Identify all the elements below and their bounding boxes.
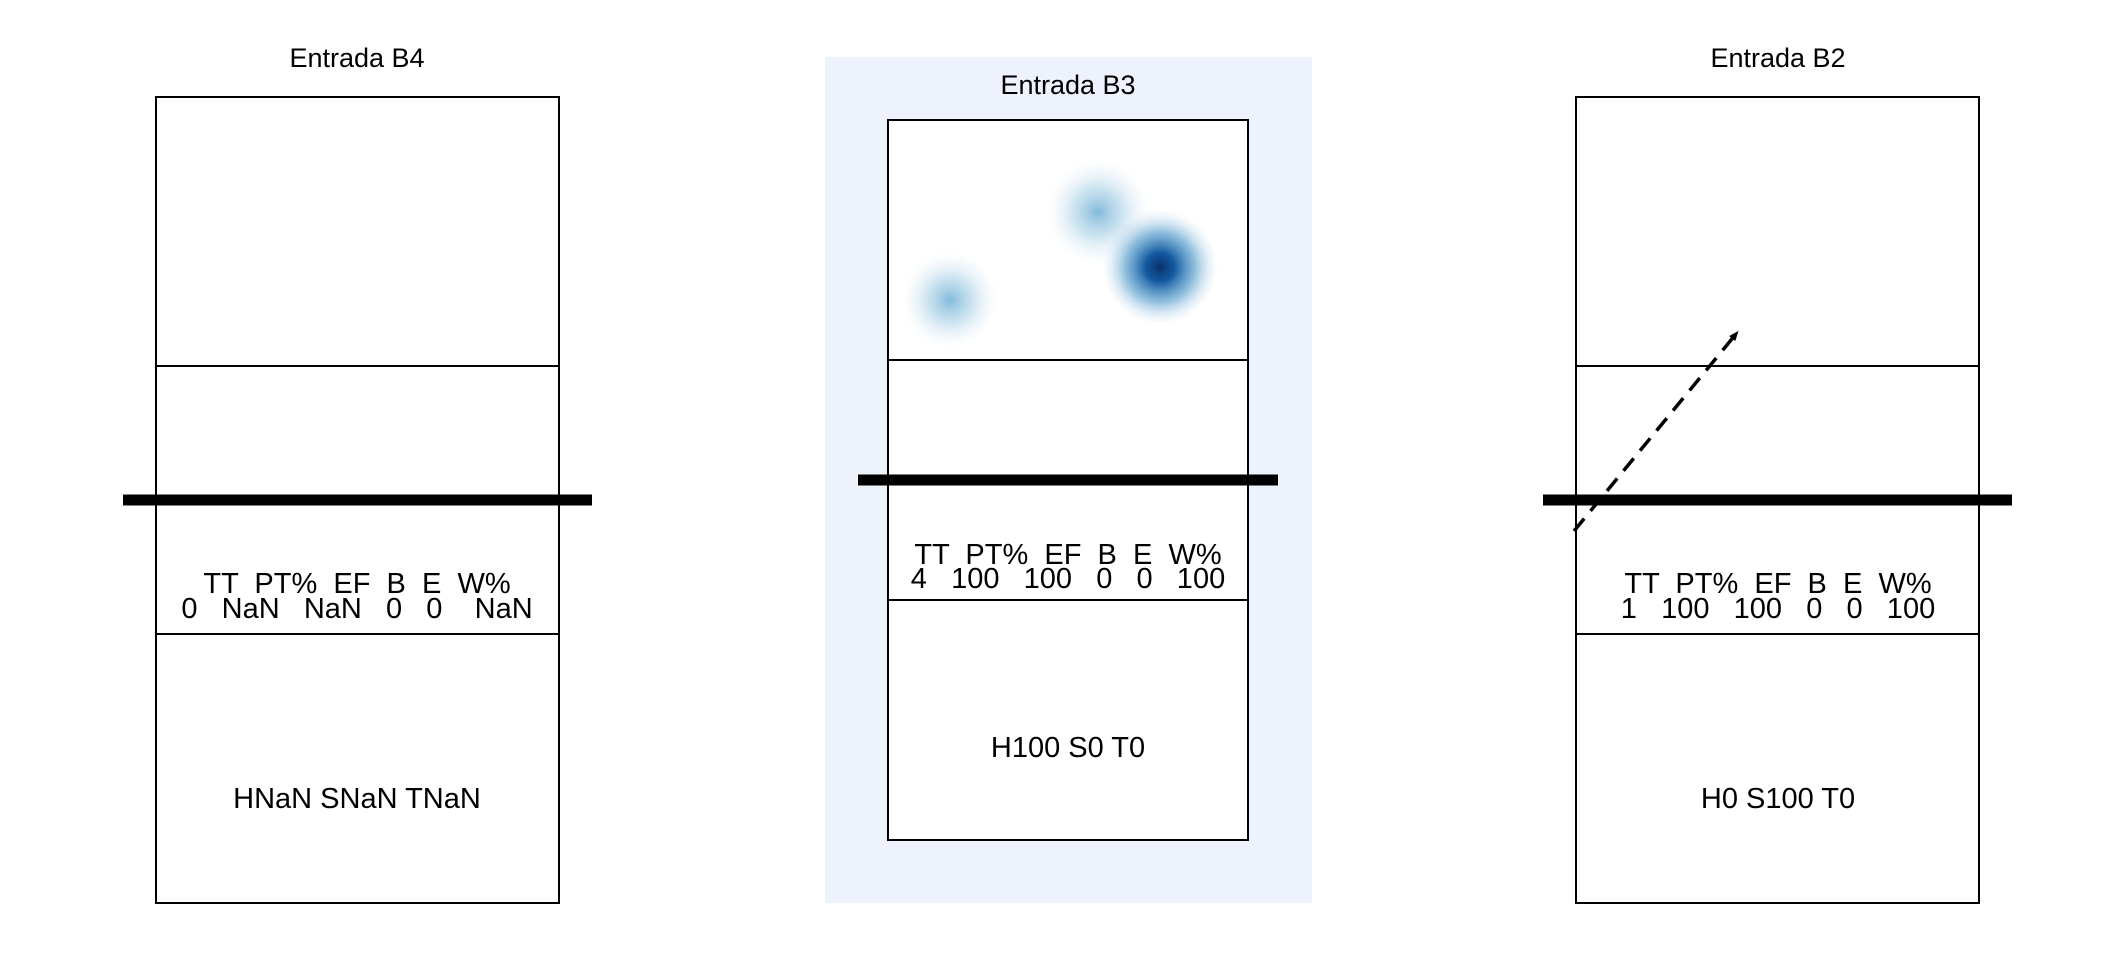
panel-title: Entrada B2 xyxy=(1710,43,1845,73)
court xyxy=(858,119,1278,841)
stats-header: TT PT% EF B E W% xyxy=(1624,568,1931,600)
panel-entrada-b4: Entrada B4 TT PT% EF B E W% 0 NaN NaN 0 … xyxy=(123,43,592,904)
stats-values: 1 100 100 0 0 100 xyxy=(1621,593,1935,625)
stats-values: 0 NaN NaN 0 0 NaN xyxy=(181,593,532,625)
heatmap xyxy=(902,160,1218,348)
hst-summary: H100 S0 T0 xyxy=(991,732,1145,764)
attack-trajectory-arrow xyxy=(1572,330,1739,533)
hst-summary: H0 S100 T0 xyxy=(1701,783,1855,815)
panel-entrada-b3: Entrada B3 TT PT% EF B E W% 4 100 100 0 … xyxy=(825,57,1312,903)
heat-spot xyxy=(1102,209,1218,325)
panel-title: Entrada B3 xyxy=(1000,70,1135,100)
stats-header: TT PT% EF B E W% xyxy=(914,539,1221,571)
court xyxy=(123,96,592,904)
stats-header: TT PT% EF B E W% xyxy=(203,568,510,600)
hst-summary: HNaN SNaN TNaN xyxy=(233,783,481,815)
heat-spot xyxy=(902,252,998,348)
court xyxy=(1543,96,2012,904)
panel-title: Entrada B4 xyxy=(289,43,424,73)
stats-values: 4 100 100 0 0 100 xyxy=(911,563,1225,595)
panel-entrada-b2: Entrada B2 TT PT% EF B E W% 1 100 100 0 … xyxy=(1543,43,2012,904)
